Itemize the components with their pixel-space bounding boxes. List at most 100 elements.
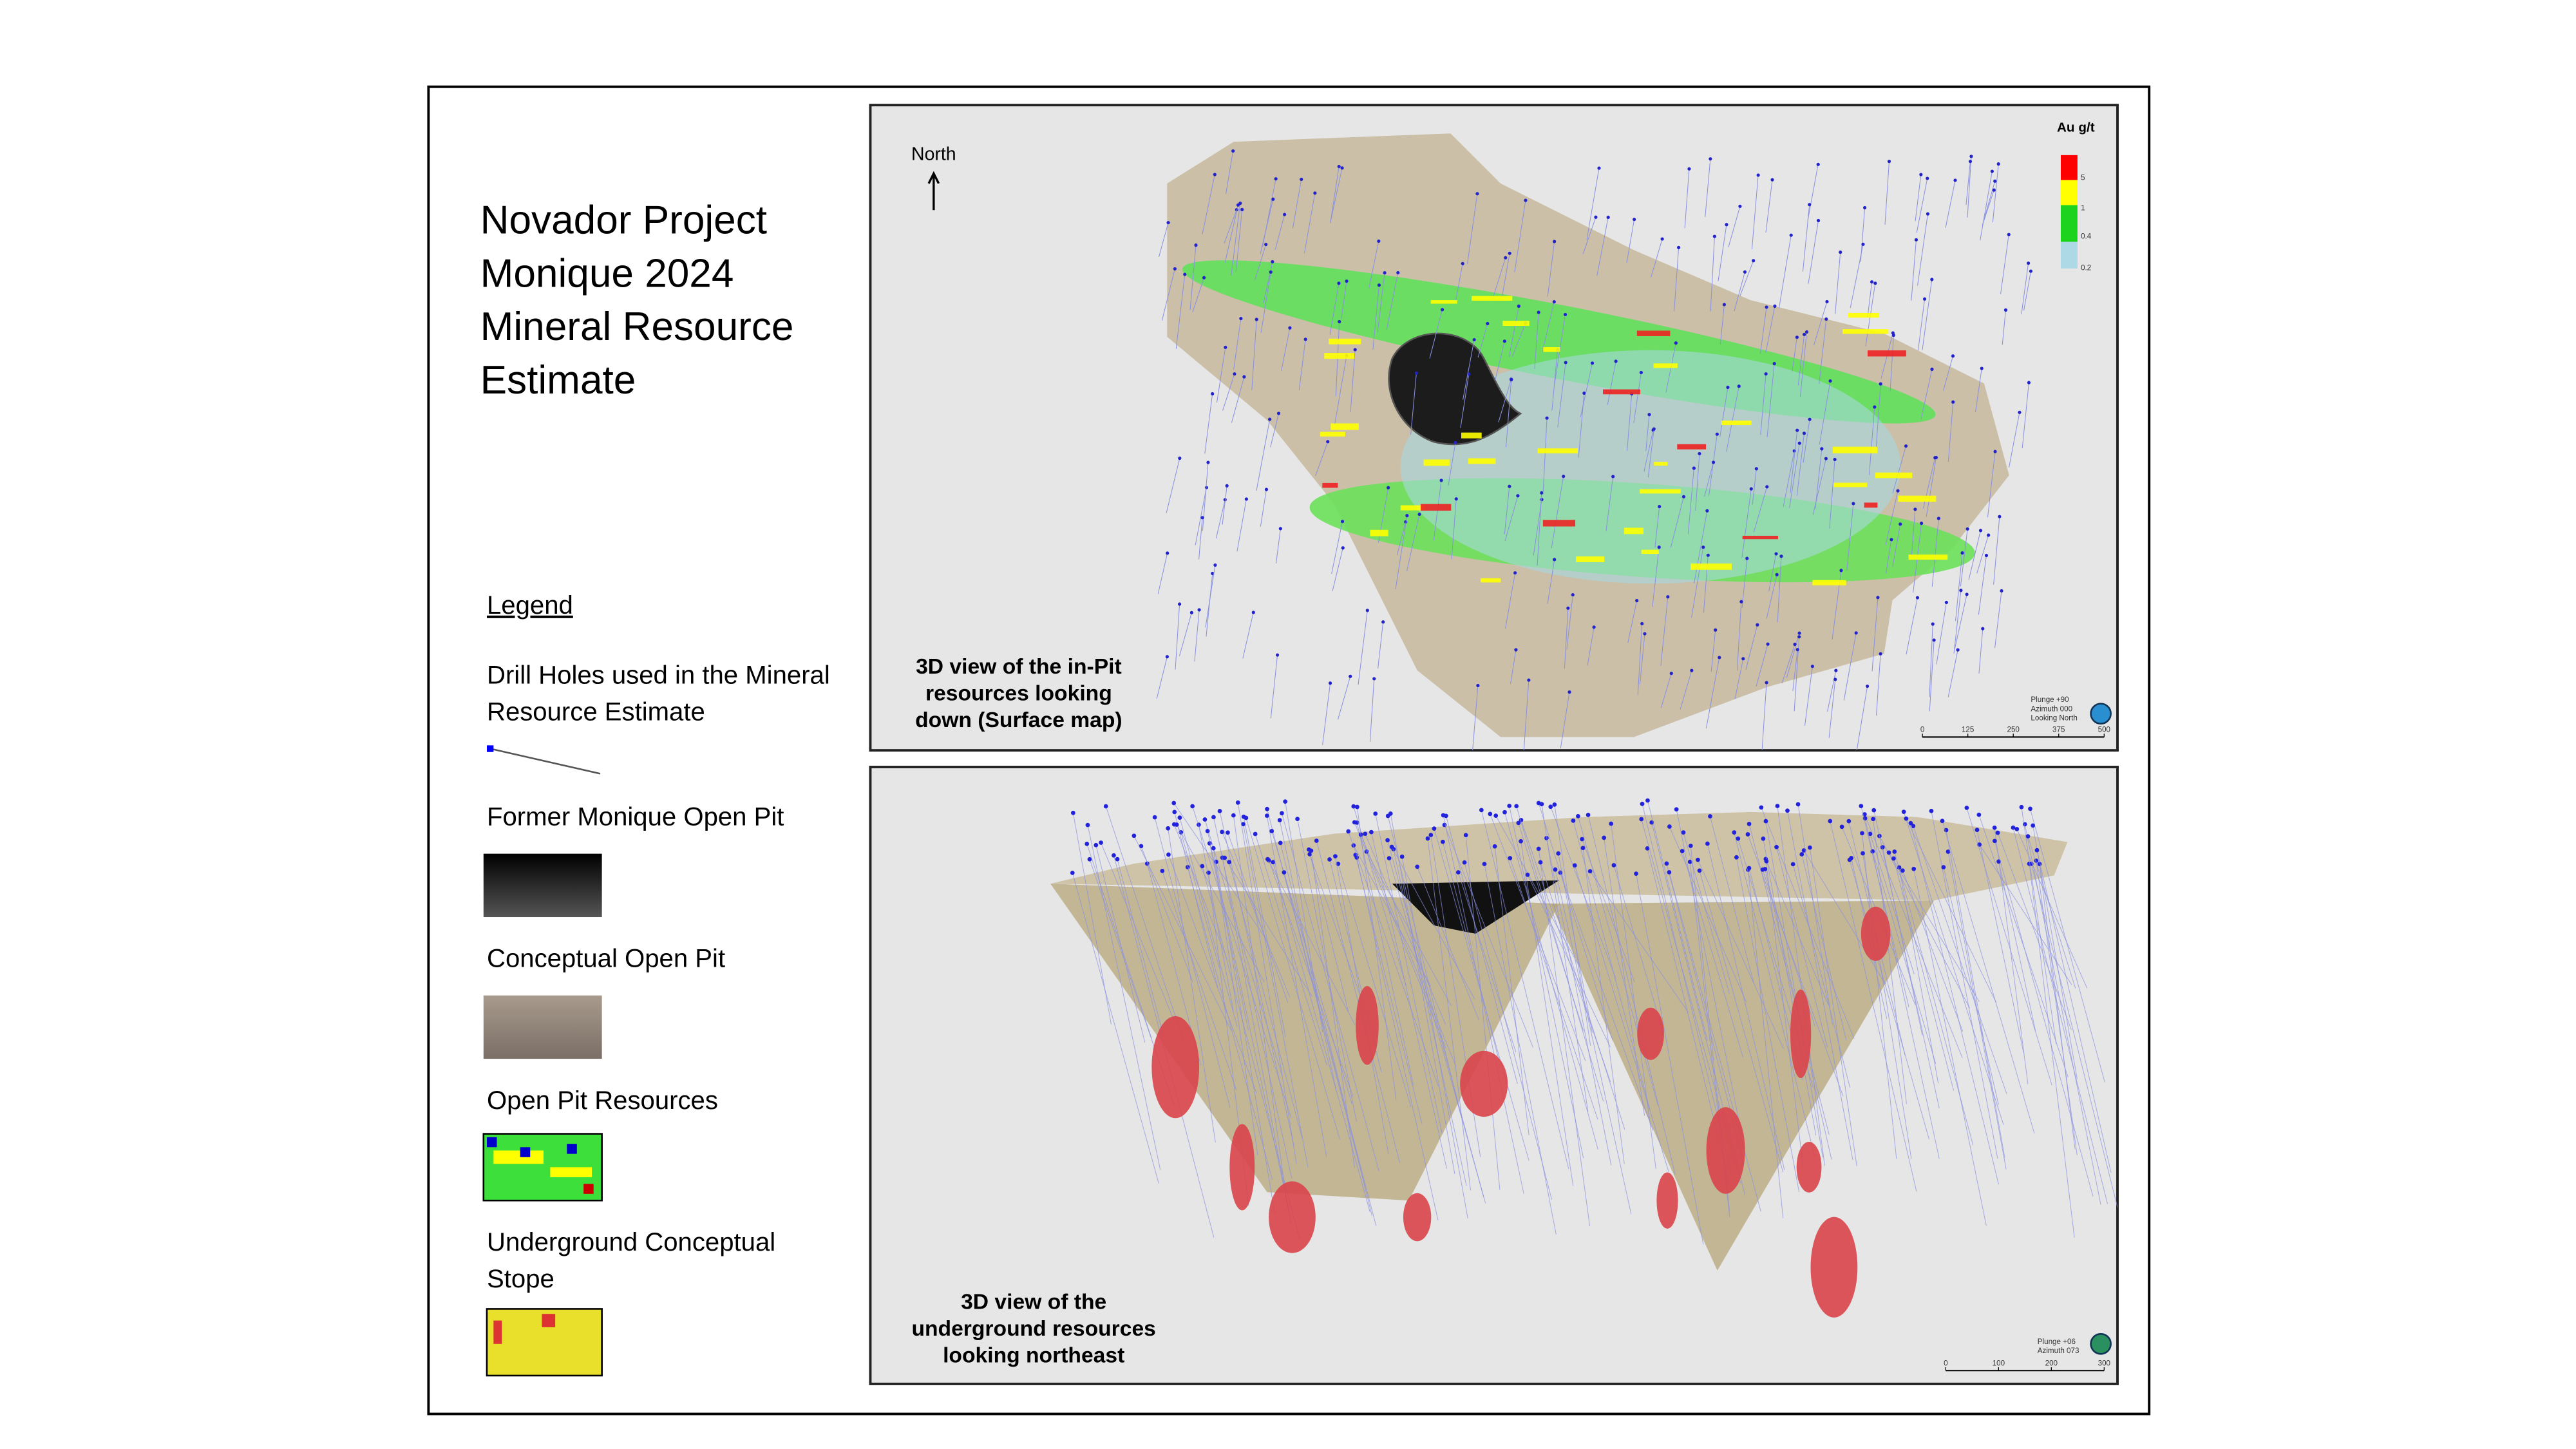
drill-hole: [1387, 840, 1484, 1198]
drill-hole: [1719, 387, 1728, 437]
drill-collar: [1711, 460, 1716, 464]
drill-collar: [1268, 417, 1272, 421]
drill-hole: [1263, 261, 1273, 304]
drill-collar: [1639, 370, 1643, 375]
drill-collar: [1213, 173, 1217, 176]
drill-collar: [1341, 546, 1345, 550]
grade-block: [1875, 472, 1913, 478]
drill-collar: [1793, 642, 1797, 647]
drill-collar: [1524, 198, 1528, 202]
drill-collar: [1225, 484, 1229, 488]
drill-collar: [1309, 848, 1314, 853]
drill-collar: [1992, 188, 1996, 192]
drill-collar: [1951, 354, 1955, 358]
drill-collar: [1652, 427, 1656, 431]
drill-hole: [1490, 813, 1586, 1061]
drill-hole: [1445, 815, 1518, 1084]
drill-collar: [1873, 281, 1877, 285]
drill-hole: [1354, 822, 1446, 1048]
drill-hole: [1275, 528, 1281, 564]
drill-hole: [1386, 272, 1399, 330]
drill-hole: [1867, 281, 1873, 317]
drill-hole: [1391, 846, 1475, 999]
drill-hole: [1768, 553, 1777, 592]
drill-collar: [1674, 807, 1679, 812]
drill-hole: [1911, 509, 1916, 556]
grade-block: [1400, 505, 1425, 511]
drill-hole: [1647, 800, 1708, 1041]
drill-hole: [1885, 491, 1899, 545]
drill-collar: [1582, 391, 1586, 395]
drill-collar: [1808, 203, 1812, 207]
drill-collar: [1747, 822, 1752, 826]
drill-hole: [1222, 831, 1291, 998]
drill-hole: [1913, 826, 2007, 1094]
drill-hole: [1636, 873, 1704, 1245]
drill-collar: [1715, 432, 1719, 436]
drill-collar: [1658, 504, 1662, 509]
drill-collar: [1253, 831, 1258, 837]
stope: [1403, 1193, 1432, 1242]
drill-collar: [1185, 865, 1190, 869]
drill-collar: [1283, 213, 1287, 216]
drill-collar: [2031, 823, 2036, 828]
drill-collar: [1482, 862, 1487, 866]
drill-collar: [1789, 233, 1793, 237]
drill-collar: [1476, 683, 1480, 688]
drill-hole: [1494, 846, 1530, 1135]
north-arrow: [927, 171, 940, 211]
drill-hole: [1231, 376, 1245, 423]
drill-collar: [1548, 804, 1553, 810]
stope-swatch: [486, 1308, 603, 1377]
drill-collar: [1669, 672, 1673, 676]
drill-collar: [1873, 405, 1877, 409]
drill-collar: [1206, 460, 1210, 464]
scale-bar-label: 300: [2098, 1359, 2111, 1367]
drill-hole: [1582, 848, 1625, 1164]
drill-hole: [1222, 486, 1227, 525]
drill-collar: [1333, 854, 1338, 858]
drill-collar: [2025, 834, 2031, 839]
drill-collar: [1774, 844, 1779, 849]
drill-collar: [1926, 176, 1929, 180]
drill-hole: [1463, 339, 1475, 400]
drill-hole: [1330, 167, 1343, 223]
drill-collar: [1441, 839, 1445, 844]
drill-hole: [2002, 310, 2006, 345]
drill-collar: [1084, 842, 1090, 846]
drill-hole: [1406, 514, 1420, 571]
drill-hole: [2036, 860, 2078, 1155]
drill-hole: [1192, 806, 1292, 1118]
drill-hole: [1875, 384, 1881, 451]
drill-collar: [1828, 379, 1832, 383]
drill-hole: [1705, 158, 1711, 217]
drill-collar: [1756, 173, 1760, 177]
drill-hole: [1329, 283, 1340, 335]
drill-hole: [1227, 832, 1289, 1003]
drill-collar: [1217, 808, 1222, 813]
drill-collar: [1454, 440, 1457, 444]
drill-hole: [1906, 597, 1918, 655]
drill-hole: [1734, 832, 1815, 1157]
drill-hole: [1736, 601, 1742, 671]
orientation: Azimuth 000: [2031, 705, 2072, 713]
drill-collar: [1206, 870, 1211, 875]
drill-hole: [1281, 328, 1291, 371]
drill-hole: [1960, 529, 1968, 587]
drill-collar: [1202, 817, 1208, 822]
drill-hole: [1913, 869, 1987, 1226]
drill-collar: [1239, 316, 1243, 321]
drill-hole: [1236, 498, 1247, 552]
drill-collar: [2014, 826, 2020, 831]
drill-collar: [1200, 516, 1204, 520]
drill-hole: [1395, 515, 1408, 590]
drill-collar: [1241, 822, 1245, 827]
drill-collar: [1667, 824, 1672, 829]
drill-hole: [1783, 451, 1795, 507]
drill-collar: [1897, 865, 1902, 870]
drill-hole: [1235, 209, 1243, 272]
drill-collar: [1992, 838, 1997, 844]
drill-collar: [1099, 840, 1103, 845]
drill-collar: [1103, 804, 1108, 809]
drill-hole: [1410, 373, 1417, 435]
